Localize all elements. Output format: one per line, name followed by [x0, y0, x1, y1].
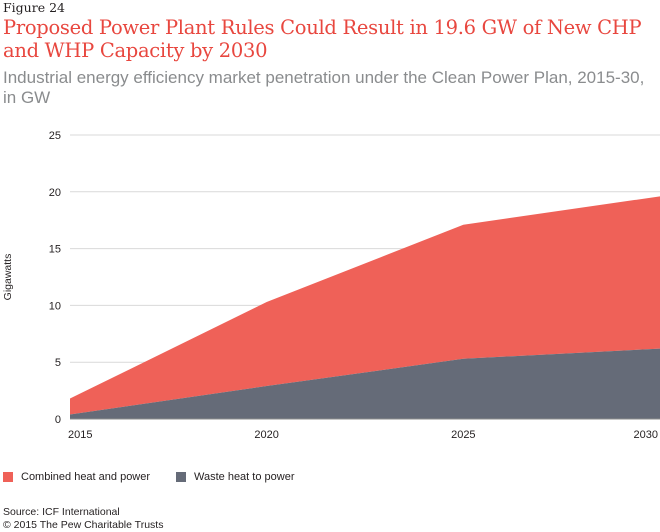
- y-axis-label: Gigawatts: [2, 254, 14, 301]
- legend-swatch-whp: [176, 472, 186, 482]
- legend-item-chp: Combined heat and power: [3, 471, 150, 483]
- y-tick-label-5: 5: [55, 357, 61, 369]
- area-combined-heat-and-power: [70, 196, 660, 415]
- x-tick-label-2025: 2025: [451, 429, 475, 441]
- y-tick-label-10: 10: [49, 300, 61, 312]
- legend-label-whp: Waste heat to power: [194, 471, 295, 483]
- legend-label-chp: Combined heat and power: [21, 471, 151, 483]
- y-tick-label-25: 25: [49, 130, 61, 142]
- y-tick-label-15: 15: [49, 244, 61, 256]
- figure-label: Figure 24: [3, 0, 65, 15]
- source-note: Source: ICF International: [3, 506, 120, 518]
- x-tick-label-2030: 2030: [634, 429, 658, 441]
- copyright-note: © 2015 The Pew Charitable Trusts: [3, 519, 164, 531]
- x-tick-label-2020: 2020: [254, 429, 278, 441]
- chart-subtitle: Industrial energy efficiency market pene…: [3, 68, 645, 107]
- area-waste-heat-to-power: [70, 348, 660, 419]
- chart-title: Proposed Power Plant Rules Could Result …: [3, 16, 642, 62]
- y-tick-label-0: 0: [55, 414, 61, 426]
- y-tick-label-20: 20: [49, 187, 61, 199]
- legend-swatch-chp: [3, 472, 13, 482]
- legend-item-whp: Waste heat to power: [176, 471, 294, 483]
- x-tick-label-2015: 2015: [68, 429, 92, 441]
